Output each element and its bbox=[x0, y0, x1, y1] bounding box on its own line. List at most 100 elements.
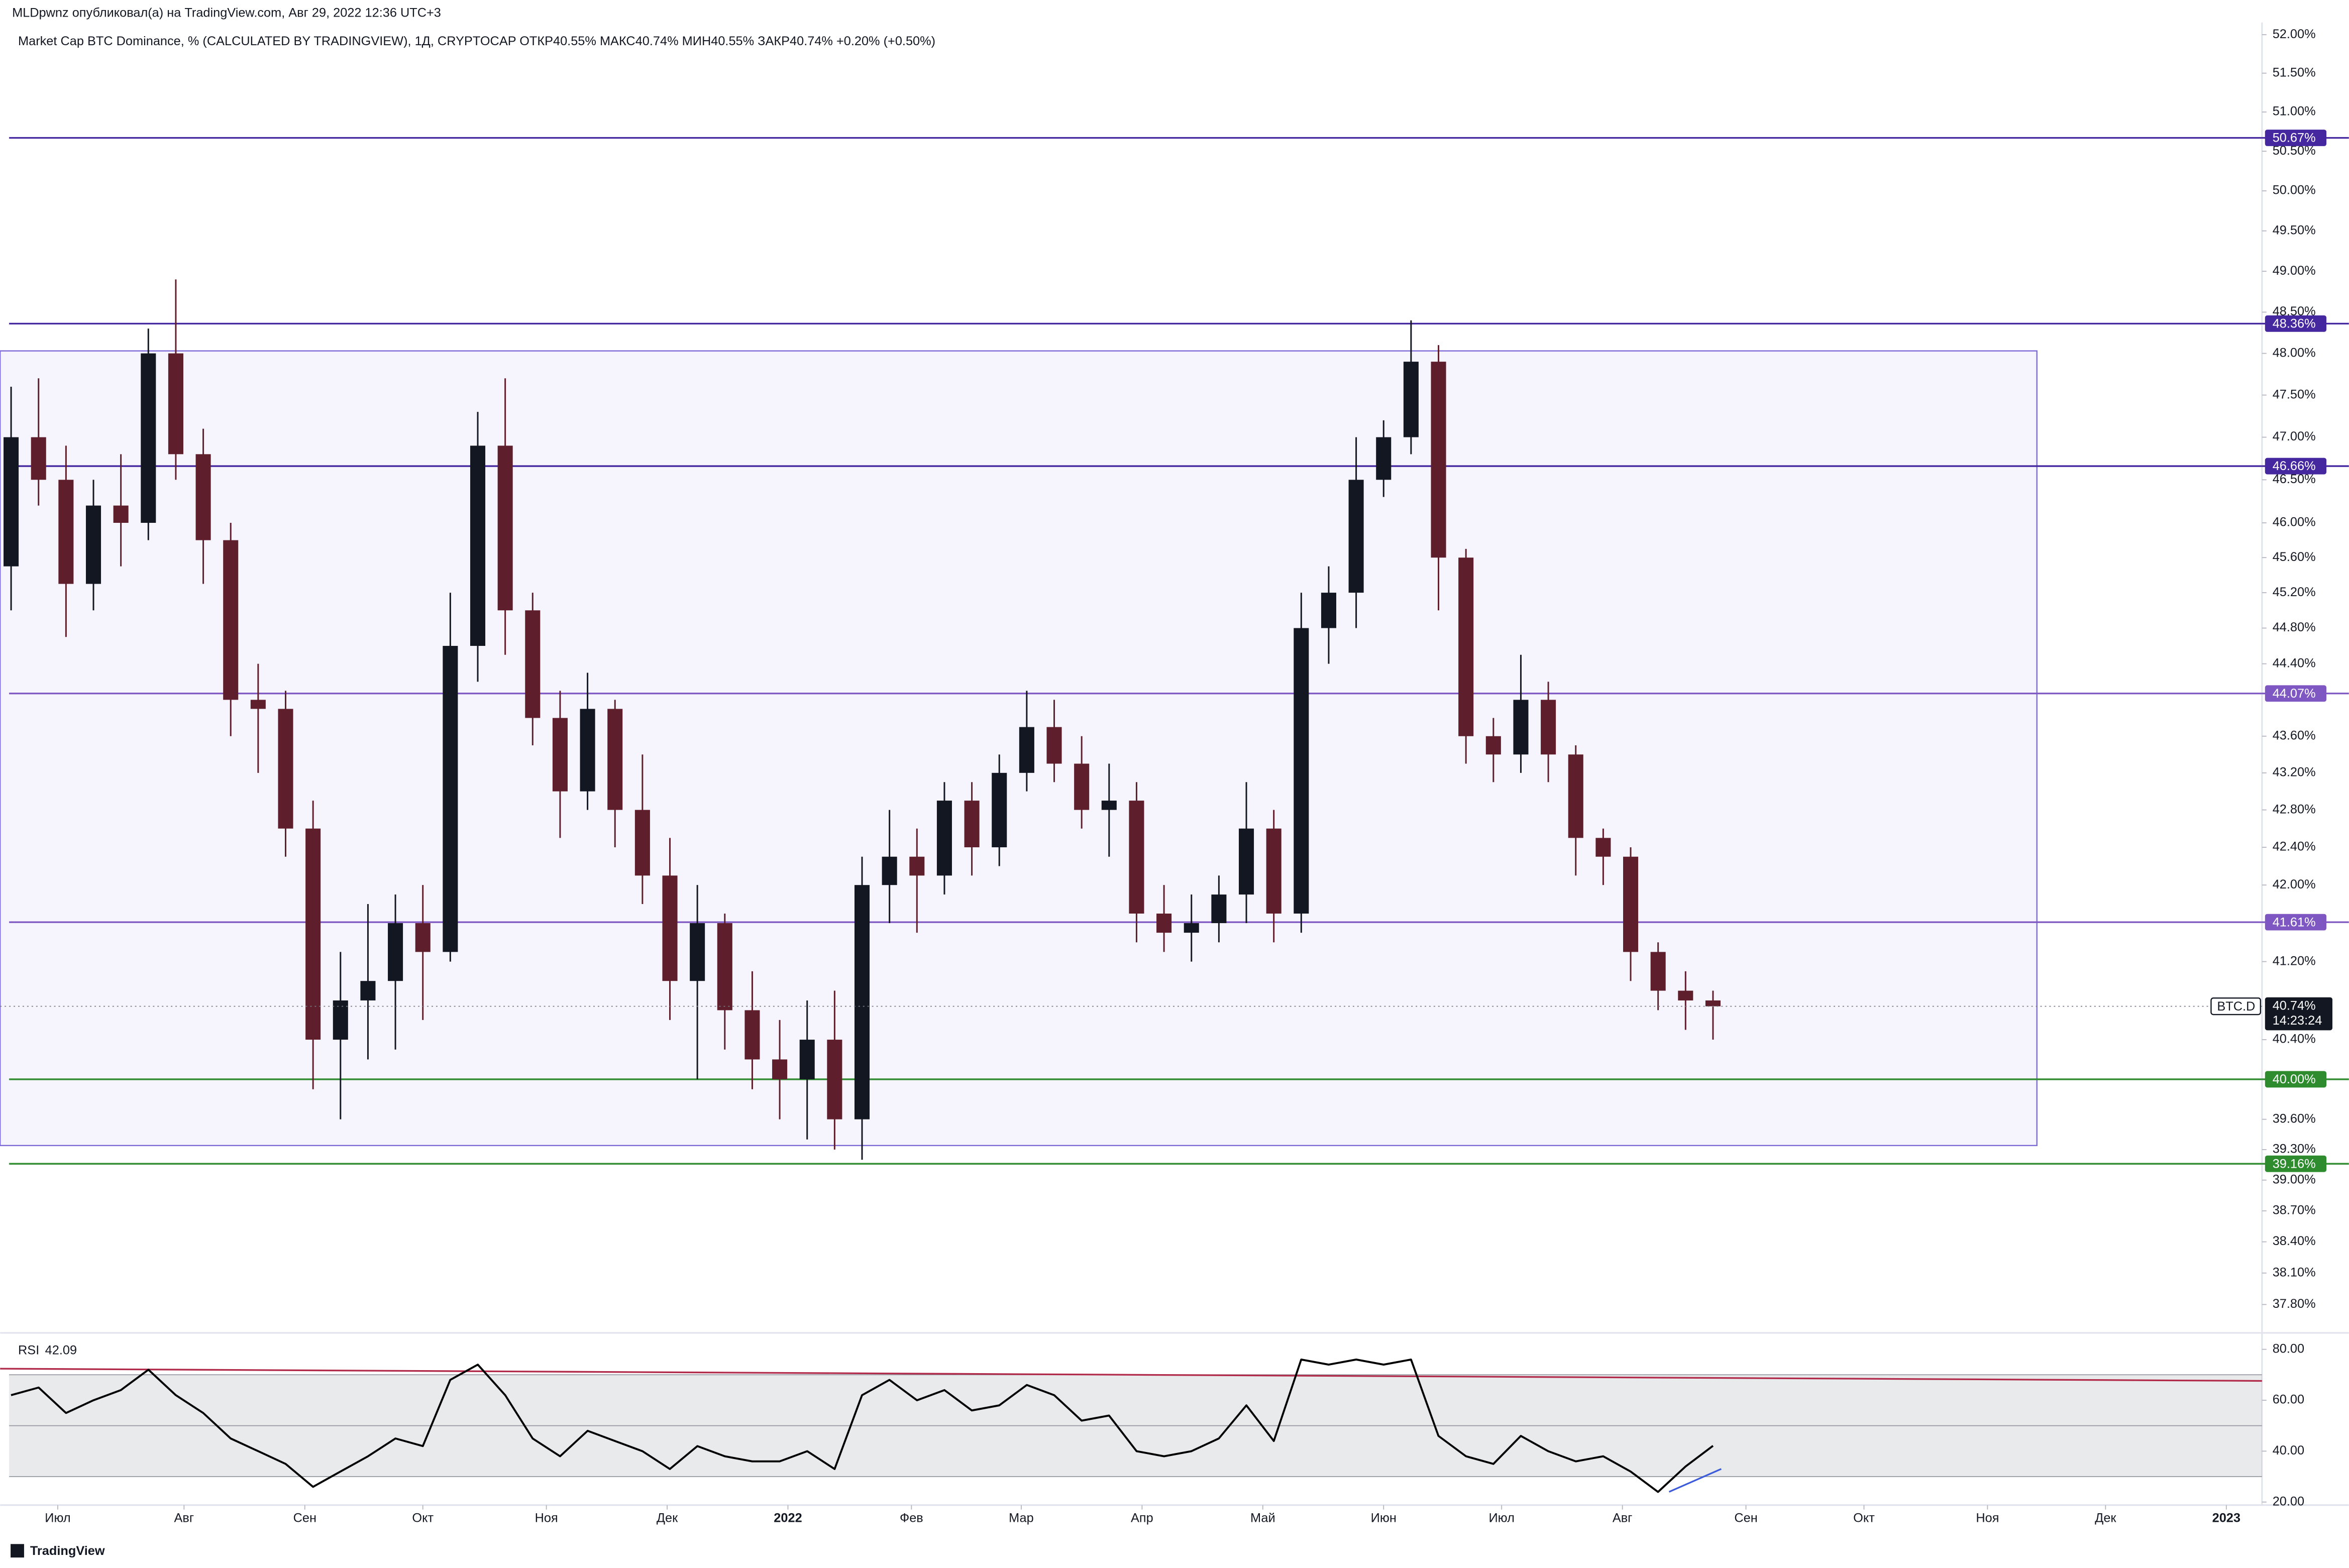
candle-body bbox=[992, 772, 1007, 848]
candle-body bbox=[1019, 727, 1034, 773]
rsi-trendline bbox=[1668, 1468, 1722, 1493]
level-tag bbox=[2265, 914, 2327, 931]
y-tick-label: 38.40% bbox=[2273, 1234, 2316, 1248]
candle-body bbox=[1129, 801, 1144, 914]
candle-body bbox=[717, 923, 732, 1011]
symbol-tag-label: BTC.D bbox=[2217, 999, 2255, 1014]
y-tick-label: 42.00% bbox=[2273, 877, 2316, 891]
candle-body bbox=[1513, 700, 1529, 755]
candle-body bbox=[1595, 838, 1611, 857]
candle-body bbox=[1294, 628, 1309, 914]
level-tag-label: 41.61% bbox=[2273, 915, 2316, 929]
x-tick-label: Авг bbox=[174, 1511, 194, 1525]
y-tick-label: 51.00% bbox=[2273, 104, 2316, 119]
candle-body bbox=[333, 1000, 348, 1040]
x-tick-label: Окт bbox=[412, 1511, 434, 1525]
candle-body bbox=[1074, 763, 1090, 810]
level-tag-label: 50.67% bbox=[2273, 131, 2316, 145]
level-tag bbox=[2265, 458, 2327, 475]
y-tick-label: 43.60% bbox=[2273, 728, 2316, 742]
candle-body bbox=[85, 505, 101, 584]
y-tick-label: 39.60% bbox=[2273, 1111, 2316, 1126]
level-tag bbox=[2265, 1155, 2327, 1172]
candle-body bbox=[690, 923, 705, 981]
level-tag bbox=[2265, 315, 2327, 332]
candle-body bbox=[168, 353, 183, 455]
candle-body bbox=[1623, 856, 1639, 952]
candle-body bbox=[443, 646, 458, 952]
level-tag-label: 40.00% bbox=[2273, 1072, 2316, 1086]
last-price-label: 40.74% bbox=[2273, 998, 2316, 1013]
candle-body bbox=[1184, 923, 1199, 933]
candle-body bbox=[141, 353, 156, 523]
candle-body bbox=[854, 885, 870, 1119]
candle-body bbox=[1046, 727, 1062, 764]
candle-body bbox=[1348, 480, 1364, 593]
candle-body bbox=[827, 1040, 842, 1119]
y-tick-label: 48.00% bbox=[2273, 346, 2316, 360]
y-tick-label: 44.80% bbox=[2273, 620, 2316, 634]
y-tick-label: 37.80% bbox=[2273, 1297, 2316, 1311]
candle-body bbox=[1541, 700, 1556, 755]
y-tick-label: 50.00% bbox=[2273, 183, 2316, 197]
x-tick-label: Сен bbox=[1734, 1511, 1757, 1525]
candle-body bbox=[305, 828, 321, 1040]
rsi-tick-label: 60.00 bbox=[2273, 1393, 2304, 1407]
y-tick-label: 45.60% bbox=[2273, 550, 2316, 564]
rsi-line bbox=[11, 1358, 1714, 1493]
rsi-trendline bbox=[0, 1368, 2262, 1382]
y-tick-label: 47.50% bbox=[2273, 387, 2316, 401]
candle-body bbox=[799, 1040, 815, 1079]
y-tick-label: 52.00% bbox=[2273, 27, 2316, 41]
candle-body bbox=[1211, 894, 1227, 924]
level-tag bbox=[2265, 130, 2327, 146]
candle-body bbox=[31, 437, 46, 480]
candle-body bbox=[882, 856, 897, 885]
symbol-tag bbox=[2210, 997, 2262, 1016]
countdown-label: 14:23:24 bbox=[2273, 1014, 2322, 1028]
y-tick-label: 47.00% bbox=[2273, 429, 2316, 443]
level-tag-label: 46.66% bbox=[2273, 459, 2316, 473]
x-tick-label: Окт bbox=[1853, 1511, 1875, 1525]
level-tag-label: 44.07% bbox=[2273, 687, 2316, 701]
candle-body bbox=[964, 801, 980, 848]
x-tick-label: 2022 bbox=[774, 1511, 802, 1525]
level-tag-label: 48.36% bbox=[2273, 317, 2316, 331]
candle-body bbox=[1403, 362, 1419, 437]
candle-body bbox=[1376, 437, 1392, 480]
candle-body bbox=[360, 981, 376, 1000]
candle-body bbox=[1266, 828, 1282, 914]
candle-body bbox=[113, 505, 129, 523]
candle-body bbox=[497, 445, 513, 611]
rsi-title: RSI bbox=[18, 1343, 39, 1357]
candle-body bbox=[1239, 828, 1254, 895]
candle-body bbox=[1705, 1000, 1721, 1006]
candle-body bbox=[772, 1059, 788, 1079]
level-tag bbox=[2265, 685, 2327, 702]
x-tick-label: Дек bbox=[2095, 1511, 2116, 1525]
x-tick-label: Апр bbox=[1131, 1511, 1153, 1525]
rsi-value: 42.09 bbox=[45, 1343, 77, 1357]
level-tag bbox=[2265, 1071, 2327, 1088]
y-tick-label: 42.80% bbox=[2273, 802, 2316, 816]
level-tag-label: 39.16% bbox=[2273, 1157, 2316, 1171]
candle-body bbox=[388, 923, 403, 981]
candle-body bbox=[1156, 913, 1172, 933]
x-tick-label: Май bbox=[1250, 1511, 1275, 1525]
y-tick-label: 46.50% bbox=[2273, 472, 2316, 486]
candle-body bbox=[936, 801, 952, 876]
y-tick-label: 44.40% bbox=[2273, 656, 2316, 670]
y-tick-label: 43.20% bbox=[2273, 765, 2316, 779]
y-tick-label: 42.40% bbox=[2273, 840, 2316, 854]
x-tick-label: Ноя bbox=[1976, 1511, 1999, 1525]
y-tick-label: 38.10% bbox=[2273, 1265, 2316, 1279]
logo-mark bbox=[11, 1544, 24, 1558]
rsi-tick-label: 40.00 bbox=[2273, 1443, 2304, 1458]
x-tick-label: Фев bbox=[900, 1511, 923, 1525]
candle-body bbox=[415, 923, 431, 952]
x-tick-label: Июл bbox=[45, 1511, 70, 1525]
x-tick-label: Июл bbox=[1488, 1511, 1514, 1525]
